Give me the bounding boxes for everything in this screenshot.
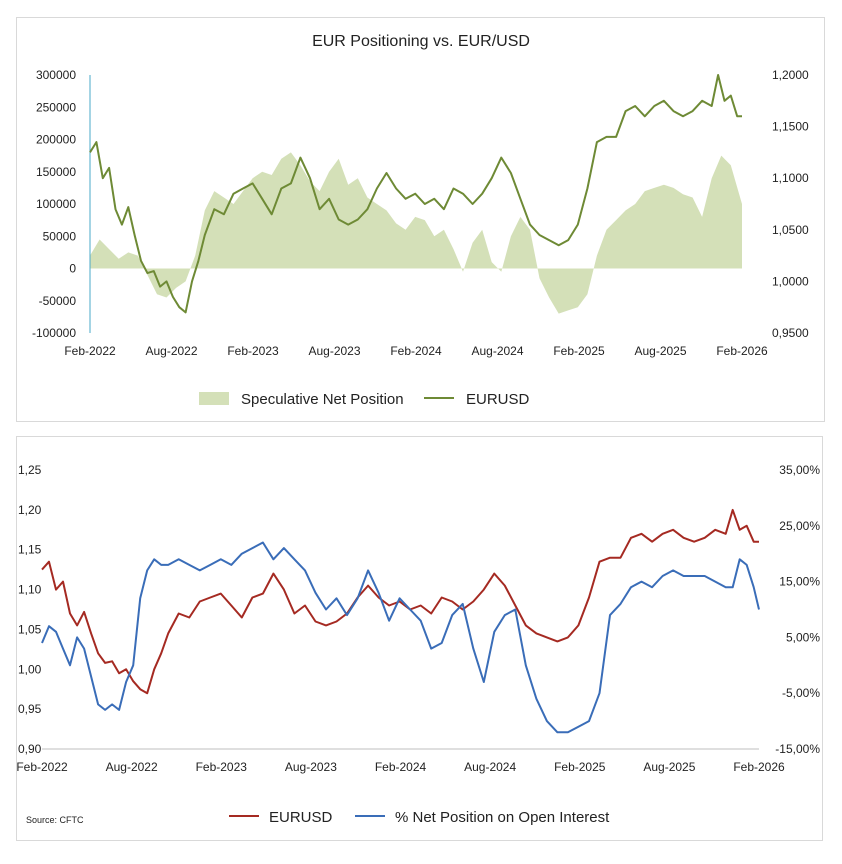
x-tick-label: Feb-2026	[716, 344, 768, 358]
legend: EURUSD % Net Position on Open Interest	[229, 809, 610, 826]
right-axis-ticks: 35,00% 25,00% 15,00% 5,00% -5,00% -15,00%	[775, 463, 820, 756]
x-tick-label: Aug-2023	[285, 760, 337, 774]
y-right-tick-label: 1,2000	[772, 68, 809, 82]
x-tick-label: Feb-2022	[17, 760, 68, 774]
y-left-tick-label: 1,25	[18, 463, 42, 477]
legend-swatch-net-position	[199, 392, 229, 405]
y-right-tick-label: 15,00%	[779, 575, 820, 589]
left-axis-ticks: 300000 250000 200000 150000 100000 50000 0 -500…	[32, 68, 76, 340]
left-axis-ticks: 1,25 1,20 1,15 1,10 1,05 1,00 0,95 0,90	[18, 463, 42, 756]
y-left-tick-label: 1,15	[18, 543, 42, 557]
legend-label-net-position: Speculative Net Position	[241, 391, 404, 408]
percent-oi-chart: 1,25 1,20 1,15 1,10 1,05 1,00 0,95 0,90 35,00% 2…	[17, 463, 820, 826]
y-left-tick-label: 50000	[43, 229, 77, 243]
y-left-tick-label: 1,05	[18, 622, 42, 636]
x-tick-label: Feb-2023	[196, 760, 248, 774]
positioning-chart: EUR Positioning vs. EUR/USD 300000 250000…	[32, 33, 809, 408]
x-tick-label: Aug-2023	[308, 344, 360, 358]
eurusd-line	[89, 74, 742, 314]
y-left-tick-label: 150000	[36, 165, 76, 179]
y-right-tick-label: 25,00%	[779, 519, 820, 533]
y-right-tick-label: 0,9500	[772, 326, 809, 340]
y-left-tick-label: 1,10	[18, 583, 42, 597]
y-right-tick-label: 35,00%	[779, 463, 820, 477]
chart-panel-percent-oi: 1,25 1,20 1,15 1,10 1,05 1,00 0,95 0,90 35,00% 2…	[16, 436, 823, 841]
y-left-tick-label: 0,95	[18, 702, 42, 716]
x-tick-label: Aug-2024	[464, 760, 516, 774]
x-axis-ticks: Feb-2022 Aug-2022 Feb-2023 Aug-2023 Feb-2024…	[64, 344, 768, 358]
legend-label-eurusd: EURUSD	[269, 809, 333, 826]
x-tick-label: Feb-2023	[227, 344, 279, 358]
y-right-tick-label: 1,0500	[772, 223, 809, 237]
net-position-area	[90, 152, 742, 314]
x-tick-label: Feb-2025	[554, 760, 606, 774]
x-tick-label: Aug-2024	[471, 344, 523, 358]
chart-panel-positioning: EUR Positioning vs. EUR/USD 300000 250000…	[16, 17, 825, 422]
x-tick-label: Feb-2024	[375, 760, 427, 774]
chart-title: EUR Positioning vs. EUR/USD	[312, 33, 530, 50]
x-tick-label: Aug-2022	[106, 760, 158, 774]
x-tick-label: Feb-2026	[733, 760, 785, 774]
x-tick-label: Feb-2024	[390, 344, 442, 358]
x-tick-label: Feb-2025	[553, 344, 605, 358]
x-tick-label: Aug-2025	[634, 344, 686, 358]
x-tick-label: Aug-2022	[145, 344, 197, 358]
x-tick-label: Feb-2022	[64, 344, 116, 358]
y-right-tick-label: 1,0000	[772, 274, 809, 288]
y-right-tick-label: 1,1000	[772, 171, 809, 185]
y-left-tick-label: 300000	[36, 68, 76, 82]
legend-label-eurusd: EURUSD	[466, 391, 530, 408]
y-left-tick-label: 200000	[36, 133, 76, 147]
x-tick-label: Aug-2025	[643, 760, 695, 774]
legend: Speculative Net Position EURUSD	[199, 391, 530, 408]
y-right-tick-label: 1,1500	[772, 120, 809, 134]
percent-oi-line	[41, 541, 760, 734]
y-left-tick-label: -100000	[32, 326, 76, 340]
y-left-tick-label: 0	[69, 262, 76, 276]
y-left-tick-label: 0,90	[18, 742, 42, 756]
eurusd-line	[41, 508, 759, 695]
y-right-tick-label: -5,00%	[782, 686, 820, 700]
y-left-tick-label: 100000	[36, 197, 76, 211]
legend-label-percent-oi: % Net Position on Open Interest	[395, 809, 610, 826]
net-position-area-group	[90, 152, 742, 314]
y-left-tick-label: 1,00	[18, 662, 42, 676]
y-right-tick-label: 5,00%	[786, 630, 820, 644]
series-lines-group	[41, 508, 760, 734]
y-left-tick-label: -50000	[39, 294, 77, 308]
y-left-tick-label: 1,20	[18, 503, 42, 517]
eurusd-line-group	[89, 74, 742, 314]
right-axis-ticks: 1,2000 1,1500 1,1000 1,0500 1,0000 0,9500	[772, 68, 809, 340]
y-right-tick-label: -15,00%	[775, 742, 820, 756]
source-note: Source: CFTC	[26, 815, 84, 825]
x-axis-ticks: Feb-2022 Aug-2022 Feb-2023 Aug-2023 Feb-2024…	[17, 760, 785, 774]
y-left-tick-label: 250000	[36, 100, 76, 114]
